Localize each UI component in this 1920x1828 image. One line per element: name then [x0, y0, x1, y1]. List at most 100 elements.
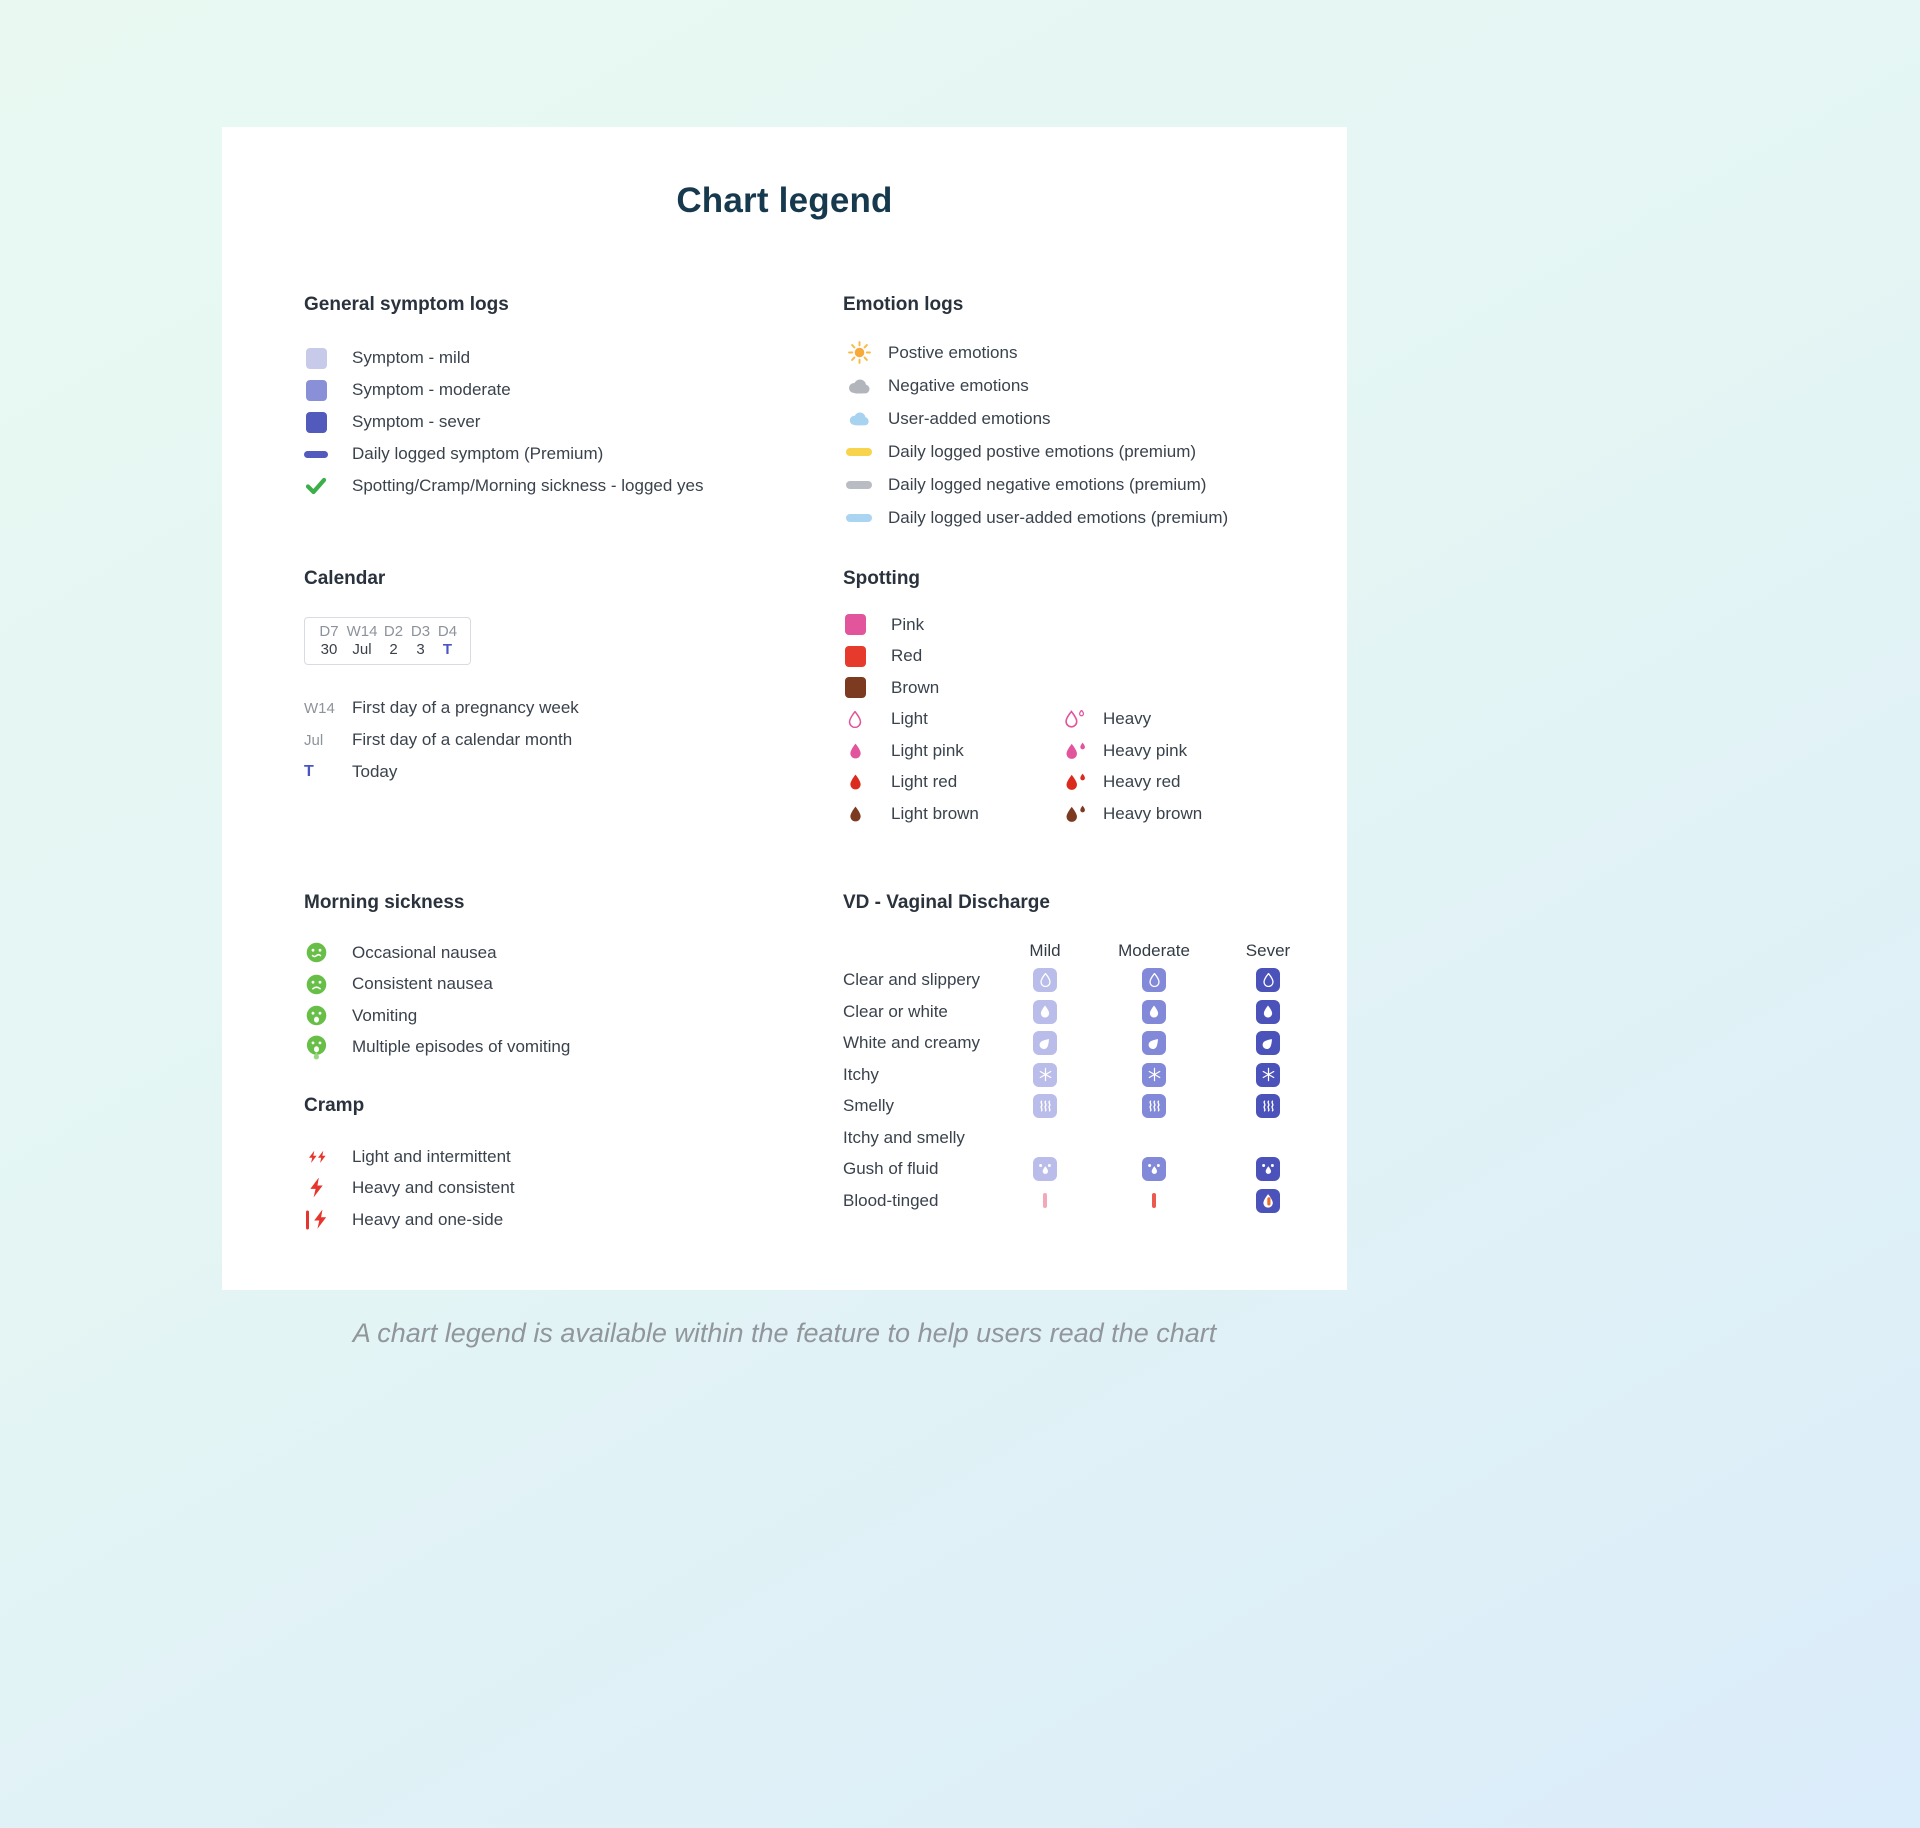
- legend-label: Symptom - mild: [352, 348, 471, 367]
- gush-icon: [1256, 1157, 1280, 1182]
- cramp-light-bolts-icon: [304, 1149, 328, 1165]
- vd-row-label: Smelly: [843, 1096, 895, 1116]
- vd-cell-empty: [995, 1122, 1095, 1154]
- strip-day-label: D7: [319, 623, 339, 640]
- creamy-blob-icon: [1256, 1031, 1280, 1056]
- vd-cell: [1213, 996, 1323, 1028]
- legend-label: Daily logged user-added emotions (premiu…: [888, 507, 1229, 527]
- blood-bar-mild-icon: [1043, 1193, 1047, 1209]
- strip-date: 2: [389, 641, 398, 658]
- legend-label: Light red: [891, 772, 958, 792]
- calendar-strip: D7 W14 D2 D3 D4 30 Jul 2 3 T: [304, 617, 471, 665]
- vd-cell: [1213, 1059, 1323, 1091]
- legend-card: Chart legend General symptom logs Sympto…: [222, 127, 1347, 1290]
- section-heading: VD - Vaginal Discharge: [843, 892, 1050, 913]
- drop-outline-icon: [1142, 968, 1166, 993]
- legend-label: Light brown: [891, 803, 979, 823]
- section-spotting: Spotting Pink Red Brown Light: [843, 567, 1323, 830]
- section-heading: General symptom logs: [304, 294, 509, 315]
- strip-date: Jul: [352, 641, 372, 658]
- creamy-blob-icon: [1142, 1031, 1166, 1056]
- calendar-legend-rows: W14 First day of a pregnancy week Jul Fi…: [304, 692, 774, 788]
- daily-negative-bar-icon: [843, 480, 875, 489]
- vd-header-mild: Mild: [1029, 940, 1061, 960]
- smell-waves-icon: [1033, 1094, 1057, 1119]
- legend-row: Daily logged postive emotions (premium): [843, 435, 1323, 468]
- section-morning-sickness: Morning sickness Occasional nausea Consi…: [304, 891, 774, 1063]
- legend-row: Symptom - mild: [304, 342, 774, 374]
- vd-row-label: Clear and slippery: [843, 970, 981, 990]
- legend-row: Postive emotions: [843, 336, 1323, 369]
- strip-date: 30: [320, 641, 338, 658]
- vd-cell: [1213, 1185, 1323, 1217]
- vd-cell-empty: [1213, 1122, 1323, 1154]
- vd-row-label: White and creamy: [843, 1033, 980, 1053]
- strip-day-label: W14: [346, 623, 378, 640]
- section-heading: Cramp: [304, 1095, 365, 1116]
- drop-heavy-pink-icon: [1062, 742, 1088, 760]
- legend-label: Brown: [891, 677, 940, 697]
- legend-label: Red: [891, 646, 923, 666]
- strip-today-marker: T: [442, 641, 453, 658]
- blood-bar-moderate-icon: [1152, 1193, 1156, 1209]
- snowflake-icon: [1256, 1062, 1280, 1087]
- page-title: Chart legend: [676, 181, 893, 220]
- vd-cell: [995, 1185, 1095, 1217]
- legend-row: Light pink: [843, 735, 1323, 767]
- vd-cell: [1213, 1028, 1323, 1060]
- blood-tinged-sever-icon: [1256, 1188, 1280, 1213]
- legend-label: Spotting/Cramp/Morning sickness - logged…: [352, 476, 704, 495]
- vd-row-label: Clear or white: [843, 1001, 948, 1021]
- section-heading: Emotion logs: [843, 294, 964, 315]
- vd-cell: [995, 1059, 1095, 1091]
- vd-cell: [1095, 996, 1213, 1028]
- strip-day-label: D3: [410, 623, 431, 640]
- legend-label: Daily logged symptom (Premium): [352, 444, 604, 463]
- cloud-blue-icon: [843, 410, 875, 427]
- legend-row: Multiple episodes of vomiting: [304, 1032, 774, 1064]
- cramp-heavy-bolt-icon: [304, 1178, 328, 1198]
- daily-symptom-bar-icon: [304, 450, 328, 458]
- legend-label: Daily logged negative emotions (premium): [888, 474, 1207, 494]
- legend-label: User-added emotions: [888, 408, 1051, 428]
- drop-light-brown-icon: [843, 806, 867, 822]
- nausea-consistent-face-icon: [304, 974, 328, 995]
- strip-day-label: D4: [437, 623, 458, 640]
- vd-cell: [1095, 1091, 1213, 1123]
- legend-row: Red: [843, 641, 1323, 673]
- legend-row: User-added emotions: [843, 402, 1323, 435]
- cloud-icon: [843, 377, 875, 395]
- drop-fill-icon: [1142, 999, 1166, 1024]
- vd-cell: [1095, 1185, 1213, 1217]
- gush-icon: [1142, 1157, 1166, 1182]
- legend-row: Heavy red: [1062, 767, 1202, 799]
- vd-row-label: Blood-tinged: [843, 1190, 939, 1210]
- legend-label: Heavy pink: [1103, 740, 1188, 760]
- legend-row: Negative emotions: [843, 369, 1323, 402]
- legend-row: T Today: [304, 756, 774, 788]
- legend-label: First day of a calendar month: [352, 730, 573, 749]
- legend-label: Light: [891, 709, 928, 729]
- section-cramp: Cramp Light and intermittent Heavy and c…: [304, 1094, 774, 1236]
- legend-row: Light and intermittent: [304, 1141, 774, 1173]
- daily-positive-bar-icon: [843, 447, 875, 456]
- section-heading: Calendar: [304, 568, 386, 589]
- legend-row: Light red: [843, 767, 1323, 799]
- calendar-key: Jul: [304, 731, 324, 749]
- vd-cell: [995, 1091, 1095, 1123]
- legend-label: Symptom - sever: [352, 412, 481, 431]
- section-heading: Morning sickness: [304, 892, 465, 913]
- legend-row: Consistent nausea: [304, 969, 774, 1001]
- section-vaginal-discharge: VD - Vaginal Discharge Mild Moderate Sev…: [843, 891, 1333, 1217]
- calendar-key: W14: [304, 699, 335, 717]
- section-emotion-logs: Emotion logs Postive emotions: [843, 293, 1323, 534]
- legend-label: First day of a pregnancy week: [352, 698, 579, 717]
- drop-fill-icon: [1256, 999, 1280, 1024]
- legend-row: Heavy and one-side: [304, 1204, 774, 1236]
- drop-outline-icon: [1033, 968, 1057, 993]
- legend-row: Daily logged symptom (Premium): [304, 438, 774, 470]
- section-calendar: Calendar D7 W14 D2 D3 D4 30 Jul 2 3 T W1…: [304, 567, 774, 788]
- strip-day-label: D2: [383, 623, 404, 640]
- vd-cell: [1213, 1091, 1323, 1123]
- legend-row: Daily logged negative emotions (premium): [843, 468, 1323, 501]
